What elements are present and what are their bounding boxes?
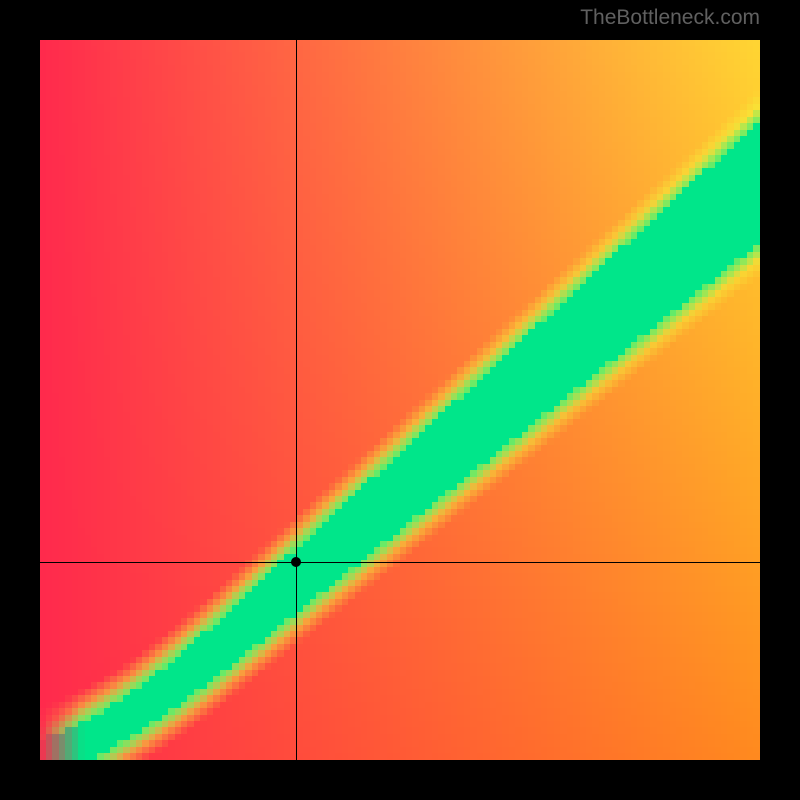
heatmap-plot: [40, 40, 760, 760]
heatmap-canvas: [40, 40, 760, 760]
crosshair-marker: [291, 557, 301, 567]
watermark-text: TheBottleneck.com: [580, 6, 760, 30]
crosshair-vertical: [296, 40, 297, 760]
crosshair-horizontal: [40, 562, 760, 563]
